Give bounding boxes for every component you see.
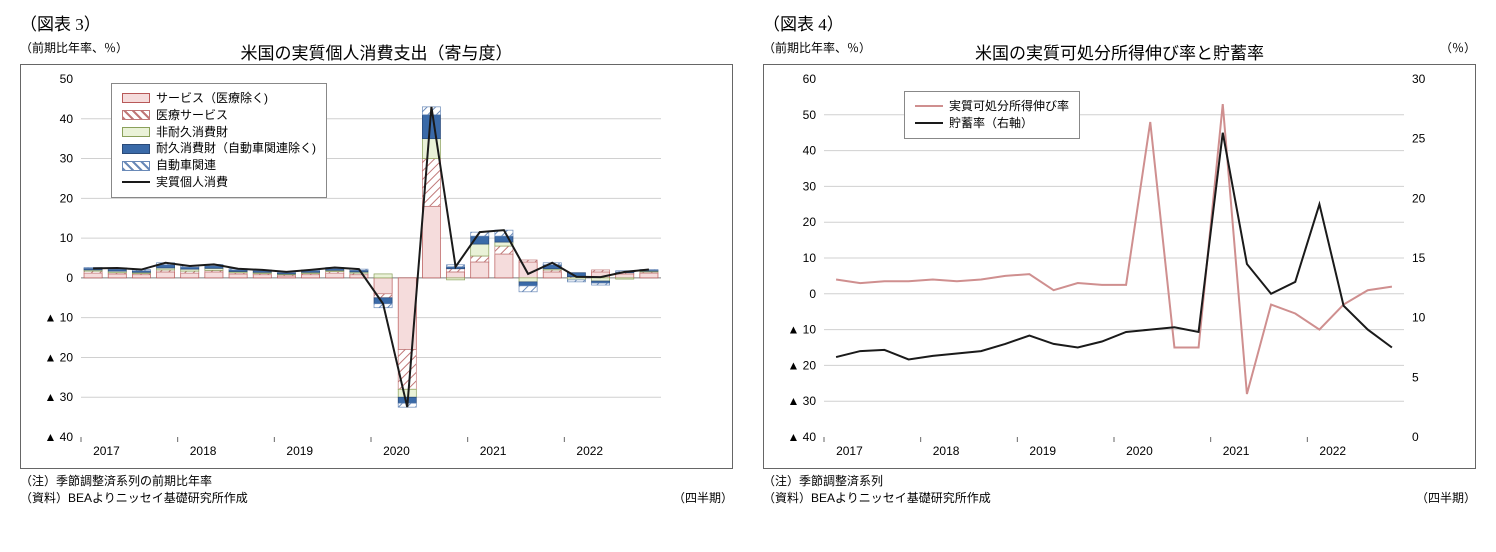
fig3-chart: ▲ 40 ▲ 30 ▲ 20 ▲ 10 0 10 20 30 40 50 2017 2018 2019 2… — [20, 64, 733, 469]
fig3-legend: サービス（医療除く)医療サービス非耐久消費財耐久消費財（自動車関連除く)自動車関… — [111, 83, 327, 198]
fig3-note1: （注）季節調整済系列の前期比年率 — [20, 473, 733, 490]
fig3-xunit: （四半期） — [673, 490, 733, 507]
svg-text:2021: 2021 — [1223, 444, 1250, 458]
fig4-yaxis-title-left: （前期比年率、％） — [763, 39, 871, 56]
svg-text:10: 10 — [60, 231, 74, 245]
fig4-svg: ▲ 40 ▲ 30 ▲ 20 ▲ 10 0 10 20 30 40 50 60 0 5 10 15 20 25 3… — [764, 65, 1454, 465]
svg-text:2021: 2021 — [480, 444, 507, 458]
legend-item: 自動車関連 — [122, 157, 316, 174]
fig4-xunit: （四半期） — [1416, 490, 1476, 507]
legend-item: 非耐久消費財 — [122, 124, 316, 141]
figure-3-label: （図表 3） — [20, 10, 733, 35]
svg-text:▲ 10: ▲ 10 — [787, 323, 816, 337]
legend-item: 耐久消費財（自動車関連除く) — [122, 140, 316, 157]
legend-item: 実質可処分所得伸び率 — [915, 98, 1069, 115]
svg-text:2017: 2017 — [836, 444, 863, 458]
svg-text:2018: 2018 — [933, 444, 960, 458]
legend-item: サービス（医療除く) — [122, 90, 316, 107]
svg-text:2018: 2018 — [190, 444, 217, 458]
svg-text:50: 50 — [803, 108, 817, 122]
svg-text:0: 0 — [66, 271, 73, 285]
svg-text:40: 40 — [803, 144, 817, 158]
fig4-note2: （資料）BEAよりニッセイ基礎研究所作成 — [763, 490, 991, 507]
svg-text:▲ 10: ▲ 10 — [44, 311, 73, 325]
svg-text:2017: 2017 — [93, 444, 120, 458]
svg-text:▲ 40: ▲ 40 — [44, 430, 73, 444]
svg-text:▲ 30: ▲ 30 — [787, 394, 816, 408]
fig3-note2: （資料）BEAよりニッセイ基礎研究所作成 — [20, 490, 248, 507]
svg-text:50: 50 — [60, 72, 74, 86]
figure-3-panel: （図表 3） （前期比年率、％） 米国の実質個人消費支出（寄与度） ▲ 40▲ … — [20, 10, 733, 507]
svg-text:20: 20 — [803, 215, 817, 229]
svg-text:▲ 20: ▲ 20 — [787, 358, 816, 372]
svg-text:2022: 2022 — [576, 444, 603, 458]
legend-item: 貯蓄率（右軸） — [915, 115, 1069, 132]
svg-text:▲ 40: ▲ 40 — [787, 430, 816, 444]
svg-text:2022: 2022 — [1319, 444, 1346, 458]
svg-text:30: 30 — [60, 152, 74, 166]
svg-text:0: 0 — [1412, 430, 1419, 444]
legend-item: 医療サービス — [122, 107, 316, 124]
figure-4-label: （図表 4） — [763, 10, 1476, 35]
svg-text:10: 10 — [1412, 311, 1426, 325]
svg-text:2019: 2019 — [1029, 444, 1056, 458]
svg-text:0: 0 — [809, 287, 816, 301]
svg-text:20: 20 — [60, 191, 74, 205]
svg-text:▲ 30: ▲ 30 — [44, 390, 73, 404]
svg-text:30: 30 — [1412, 72, 1426, 86]
svg-text:2019: 2019 — [286, 444, 313, 458]
svg-text:30: 30 — [803, 179, 817, 193]
fig4-yaxis-title-right: （％） — [1440, 39, 1476, 56]
svg-text:40: 40 — [60, 112, 74, 126]
fig4-note1: （注）季節調整済系列 — [763, 473, 1476, 490]
fig4-legend: 実質可処分所得伸び率貯蓄率（右軸） — [904, 91, 1080, 139]
figure-4-panel: （図表 4） （前期比年率、％） 米国の実質可処分所得伸び率と貯蓄率 （％） ▲… — [763, 10, 1476, 507]
fig4-chart: ▲ 40 ▲ 30 ▲ 20 ▲ 10 0 10 20 30 40 50 60 0 5 10 15 20 25 3… — [763, 64, 1476, 469]
fig3-yaxis-title: （前期比年率、％） — [20, 39, 128, 56]
svg-text:60: 60 — [803, 72, 817, 86]
svg-text:2020: 2020 — [383, 444, 410, 458]
svg-text:2020: 2020 — [1126, 444, 1153, 458]
svg-text:20: 20 — [1412, 191, 1426, 205]
svg-text:15: 15 — [1412, 251, 1426, 265]
svg-text:5: 5 — [1412, 370, 1419, 384]
svg-text:25: 25 — [1412, 132, 1426, 146]
svg-text:10: 10 — [803, 251, 817, 265]
legend-item: 実質個人消費 — [122, 174, 316, 191]
svg-text:▲ 20: ▲ 20 — [44, 350, 73, 364]
